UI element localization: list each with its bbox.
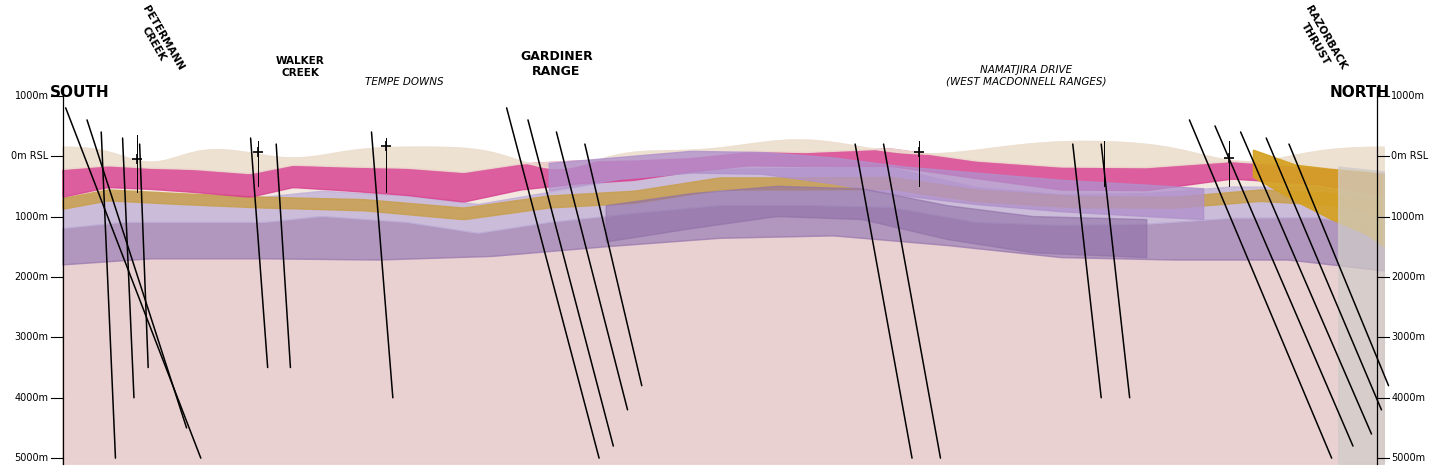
Polygon shape — [63, 206, 1384, 271]
Polygon shape — [63, 140, 1384, 464]
Polygon shape — [549, 151, 1204, 219]
Text: 5000m: 5000m — [1391, 453, 1426, 463]
Text: NORTH: NORTH — [1331, 85, 1390, 100]
Text: 3000m: 3000m — [1391, 333, 1426, 342]
Text: PETERMANN
CREEK: PETERMANN CREEK — [131, 4, 186, 78]
Text: WALKER
CREEK: WALKER CREEK — [276, 56, 325, 78]
Text: 3000m: 3000m — [14, 333, 49, 342]
Text: 0m RSL: 0m RSL — [1391, 151, 1428, 161]
Text: SOUTH: SOUTH — [50, 85, 109, 100]
Text: TEMPE DOWNS: TEMPE DOWNS — [364, 77, 444, 87]
Polygon shape — [63, 140, 1384, 174]
Text: NAMATJIRA DRIVE
(WEST MACDONNELL RANGES): NAMATJIRA DRIVE (WEST MACDONNELL RANGES) — [946, 65, 1106, 87]
Text: 4000m: 4000m — [14, 393, 49, 403]
Text: 1000m: 1000m — [14, 211, 49, 221]
Text: GARDINER
RANGE: GARDINER RANGE — [520, 50, 593, 78]
Text: 4000m: 4000m — [1391, 393, 1426, 403]
Text: 5000m: 5000m — [14, 453, 49, 463]
Text: 2000m: 2000m — [14, 272, 49, 282]
Polygon shape — [606, 186, 1146, 258]
Text: 0m RSL: 0m RSL — [12, 151, 49, 161]
Polygon shape — [63, 236, 1384, 464]
Polygon shape — [63, 167, 1384, 234]
Text: RAZORBACK
THRUST: RAZORBACK THRUST — [1293, 4, 1348, 78]
Text: 1000m: 1000m — [14, 91, 49, 101]
Polygon shape — [63, 149, 1384, 202]
Text: 1000m: 1000m — [1391, 91, 1426, 101]
Polygon shape — [63, 177, 1384, 219]
Text: 1000m: 1000m — [1391, 211, 1426, 221]
Text: 2000m: 2000m — [1391, 272, 1426, 282]
Polygon shape — [1339, 167, 1384, 464]
Polygon shape — [1253, 150, 1384, 247]
